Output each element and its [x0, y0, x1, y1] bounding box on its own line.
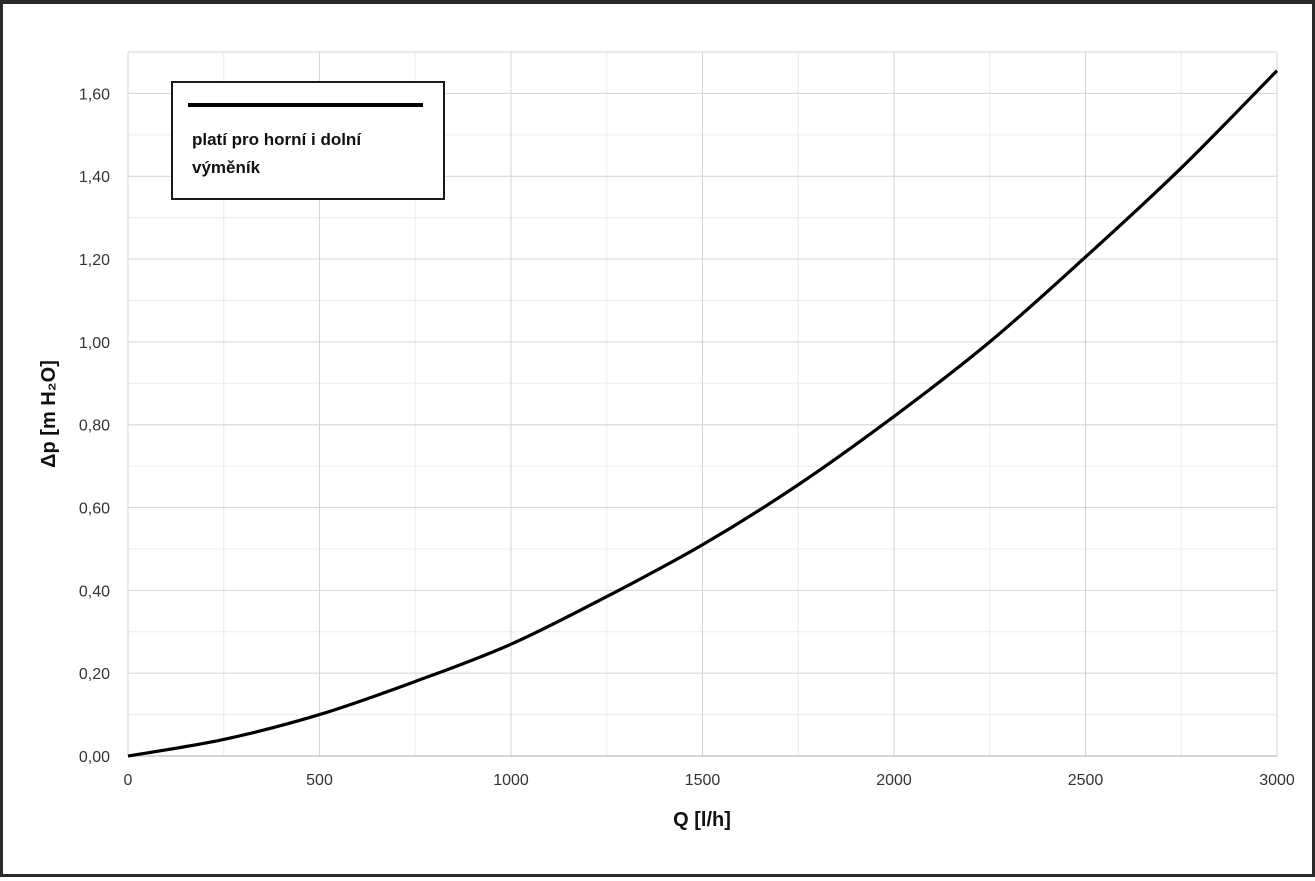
- x-tick-label: 0: [124, 772, 133, 789]
- legend-box: [171, 81, 445, 200]
- legend-label-line: platí pro horní i dolní: [192, 130, 362, 149]
- y-tick-label: 1,20: [79, 252, 110, 269]
- y-tick-labels: 0,00 0,20 0,40 0,60 0,80 1,00 1,20 1,40 1,60: [79, 86, 110, 766]
- y-tick-label: 0,80: [79, 418, 110, 435]
- y-tick-label: 0,20: [79, 666, 110, 683]
- x-tick-label: 2500: [1068, 772, 1104, 789]
- legend-label: platí pro horní i dolní výměník: [192, 130, 362, 177]
- y-tick-label: 1,60: [79, 86, 110, 103]
- x-tick-label: 500: [306, 772, 333, 789]
- series-lines: [127, 69, 1279, 758]
- x-axis-title: Q [l/h]: [673, 809, 731, 831]
- y-tick-label: 0,40: [79, 583, 110, 600]
- x-tick-label: 1500: [685, 772, 721, 789]
- x-tick-labels: 0 500 1000 1500 2000 2500 3000: [124, 772, 1295, 789]
- x-tick-label: 3000: [1259, 772, 1295, 789]
- y-tick-label: 0,00: [79, 749, 110, 766]
- x-tick-label: 2000: [876, 772, 912, 789]
- series-line: [127, 69, 1279, 758]
- line-chart: 0 500 1000 1500 2000 2500 3000 0,00 0,20 0,40 0,6…: [38, 51, 1295, 831]
- legend-label-line: výměník: [192, 158, 261, 177]
- x-tick-label: 1000: [493, 772, 529, 789]
- y-tick-label: 0,60: [79, 501, 110, 518]
- axis-lines: [127, 52, 1277, 757]
- y-tick-label: 1,40: [79, 169, 110, 186]
- y-tick-label: 1,00: [79, 335, 110, 352]
- legend: platí pro horní i dolní výměník: [171, 81, 445, 200]
- y-axis-title: Δp [m H₂O]: [38, 360, 60, 468]
